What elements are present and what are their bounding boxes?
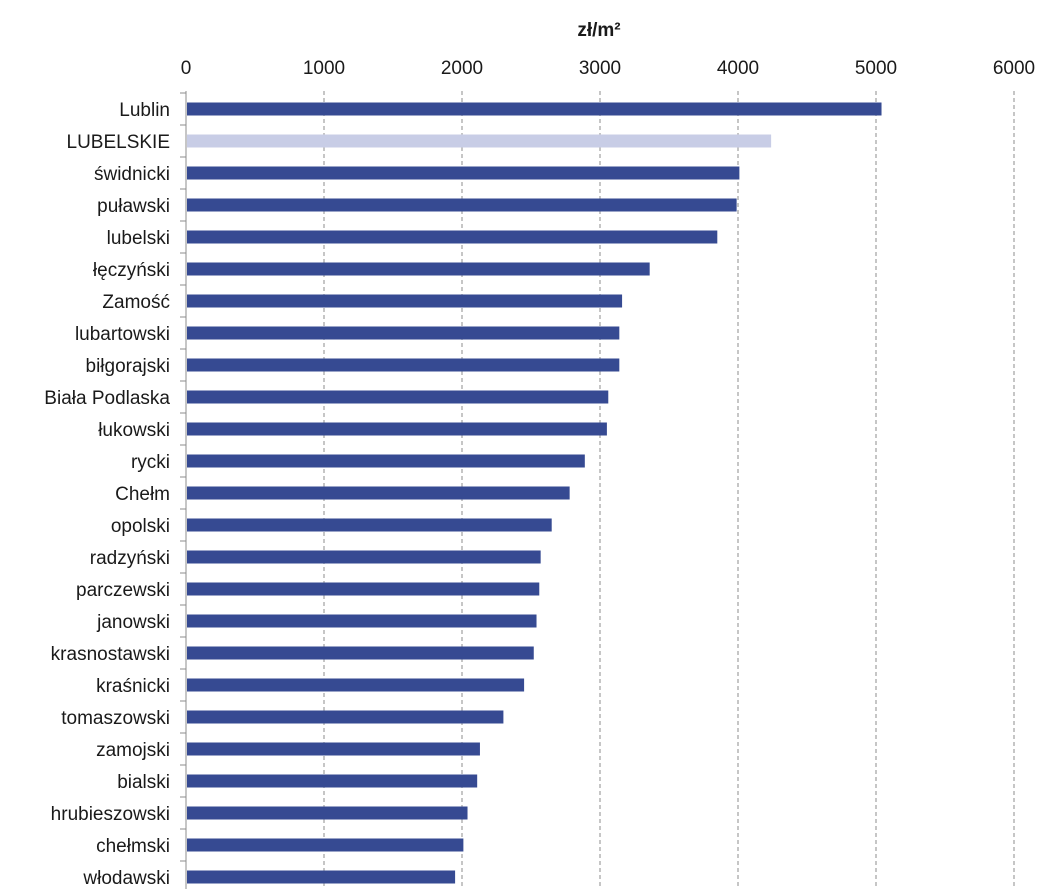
category-label: radzyński [90, 548, 170, 569]
bar [187, 262, 650, 276]
category-label: Lublin [119, 100, 170, 121]
bar [187, 198, 737, 212]
bar [187, 614, 537, 628]
bar [187, 294, 623, 308]
bar [187, 390, 609, 404]
bar [187, 166, 740, 180]
category-label: chełmski [96, 836, 170, 857]
x-tick-label: 2000 [441, 58, 483, 79]
bar [187, 582, 540, 596]
bar [187, 230, 718, 244]
x-tick-label: 5000 [855, 58, 897, 79]
category-labels: Lublin LUBELSKIE świdnicki puławski lubelski… [44, 100, 170, 889]
grid-lines [323, 91, 1015, 889]
category-label: łęczyński [93, 260, 170, 281]
category-label: zamojski [96, 740, 170, 761]
category-label: opolski [111, 516, 170, 537]
category-label: łukowski [98, 420, 170, 441]
bar [187, 806, 468, 820]
bar [187, 870, 456, 884]
category-label: rycki [131, 452, 170, 473]
category-label: Biała Podlaska [44, 388, 170, 409]
category-label: LUBELSKIE [67, 132, 171, 153]
bar [187, 678, 525, 692]
bar [187, 454, 585, 468]
category-label: biłgorajski [86, 356, 170, 377]
category-label: świdnicki [94, 164, 170, 185]
category-label: hrubieszowski [51, 804, 170, 825]
bar [187, 518, 552, 532]
category-label: puławski [97, 196, 170, 217]
x-axis-ticks: 0 1000 2000 3000 4000 5000 6000 [181, 58, 1035, 79]
bar [187, 838, 464, 852]
unit-label: zł/m² [577, 20, 620, 41]
bar [187, 742, 480, 756]
category-label: włodawski [82, 868, 170, 889]
bars [180, 92, 882, 884]
category-label: tomaszowski [61, 708, 170, 729]
category-label: krasnostawski [51, 644, 170, 665]
category-label: bialski [117, 772, 170, 793]
category-label: kraśnicki [96, 676, 170, 697]
bar [187, 102, 882, 116]
bar [187, 326, 620, 340]
x-tick-label: 4000 [717, 58, 759, 79]
category-label: Zamość [102, 292, 170, 313]
category-label: janowski [96, 612, 170, 633]
category-label: lubartowski [75, 324, 170, 345]
bar [187, 550, 541, 564]
category-label: parczewski [76, 580, 170, 601]
category-label: Chełm [115, 484, 170, 505]
x-tick-label: 3000 [579, 58, 621, 79]
bar [187, 710, 504, 724]
bar [187, 134, 772, 148]
bar [187, 774, 478, 788]
bar [187, 422, 607, 436]
category-label: lubelski [107, 228, 170, 249]
x-tick-label: 6000 [993, 58, 1035, 79]
bar [187, 358, 620, 372]
x-tick-label: 0 [181, 58, 192, 79]
bar [187, 646, 534, 660]
x-tick-label: 1000 [303, 58, 345, 79]
bar [187, 486, 570, 500]
